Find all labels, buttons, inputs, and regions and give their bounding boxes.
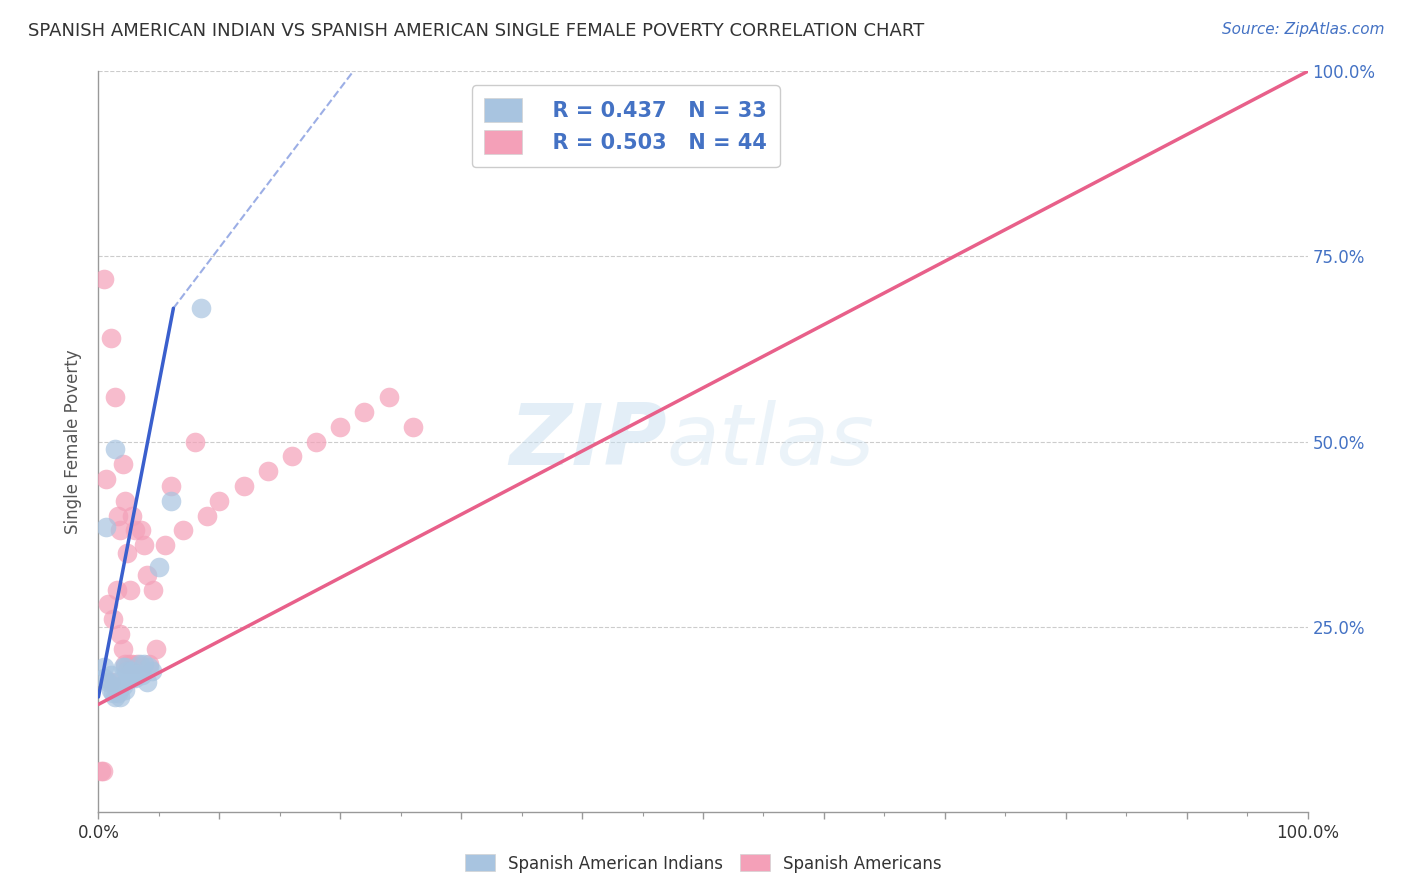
Point: [97, 675, 120, 690]
Point: [195, 508, 218, 523]
Point: [105, 675, 128, 690]
Point: [128, 657, 150, 671]
Point: [104, 390, 127, 404]
Point: [105, 582, 128, 597]
Point: [93, 271, 115, 285]
Text: ZIP: ZIP: [509, 400, 666, 483]
Point: [114, 657, 136, 671]
Point: [135, 675, 157, 690]
Point: [118, 667, 141, 681]
Text: SPANISH AMERICAN INDIAN VS SPANISH AMERICAN SINGLE FEMALE POVERTY CORRELATION CH: SPANISH AMERICAN INDIAN VS SPANISH AMERI…: [28, 22, 924, 40]
Point: [94, 471, 117, 485]
Point: [134, 538, 156, 552]
Point: [138, 660, 160, 674]
Point: [121, 657, 143, 671]
Point: [104, 690, 127, 704]
Point: [114, 660, 136, 674]
Point: [141, 664, 163, 678]
Point: [108, 679, 131, 693]
Point: [121, 664, 143, 678]
Point: [305, 434, 328, 449]
Point: [172, 524, 194, 538]
Point: [111, 660, 134, 674]
Point: [145, 641, 167, 656]
Point: [111, 679, 134, 693]
Point: [118, 582, 141, 597]
Point: [111, 641, 134, 656]
Point: [114, 682, 136, 697]
Y-axis label: Single Female Poverty: Single Female Poverty: [65, 350, 83, 533]
Point: [124, 672, 146, 686]
Point: [281, 450, 304, 464]
Point: [100, 667, 122, 681]
Point: [117, 664, 139, 678]
Point: [121, 508, 143, 523]
Point: [100, 675, 122, 690]
Point: [108, 627, 131, 641]
Point: [160, 479, 183, 493]
Point: [208, 493, 231, 508]
Point: [91, 764, 114, 778]
Point: [101, 612, 124, 626]
Point: [138, 657, 160, 671]
Text: atlas: atlas: [666, 400, 875, 483]
Point: [232, 479, 254, 493]
Point: [111, 457, 134, 471]
Point: [329, 419, 352, 434]
Point: [153, 538, 176, 552]
Point: [108, 690, 131, 704]
Point: [131, 667, 153, 681]
Text: Source: ZipAtlas.com: Source: ZipAtlas.com: [1222, 22, 1385, 37]
Point: [100, 331, 122, 345]
Point: [100, 682, 122, 697]
Point: [127, 657, 149, 671]
Point: [134, 657, 156, 671]
Point: [377, 390, 399, 404]
Point: [108, 524, 131, 538]
Point: [160, 493, 183, 508]
Point: [124, 524, 146, 538]
Point: [93, 672, 115, 686]
Point: [256, 464, 278, 478]
Point: [117, 546, 139, 560]
Point: [97, 598, 120, 612]
Point: [190, 301, 212, 316]
Point: [135, 567, 157, 582]
Point: [114, 493, 136, 508]
Legend: Spanish American Indians, Spanish Americans: Spanish American Indians, Spanish Americ…: [458, 847, 948, 880]
Point: [353, 405, 375, 419]
Point: [107, 686, 129, 700]
Point: [90, 764, 112, 778]
Point: [104, 442, 127, 456]
Point: [142, 582, 165, 597]
Point: [107, 508, 129, 523]
Point: [127, 667, 149, 681]
Point: [118, 667, 141, 681]
Point: [94, 519, 117, 533]
Point: [93, 660, 115, 674]
Point: [121, 672, 143, 686]
Point: [101, 686, 124, 700]
Point: [118, 657, 141, 671]
Point: [402, 419, 425, 434]
Point: [148, 560, 170, 574]
Point: [129, 524, 152, 538]
Point: [184, 434, 207, 449]
Legend:   R = 0.437   N = 33,   R = 0.503   N = 44: R = 0.437 N = 33, R = 0.503 N = 44: [471, 86, 779, 167]
